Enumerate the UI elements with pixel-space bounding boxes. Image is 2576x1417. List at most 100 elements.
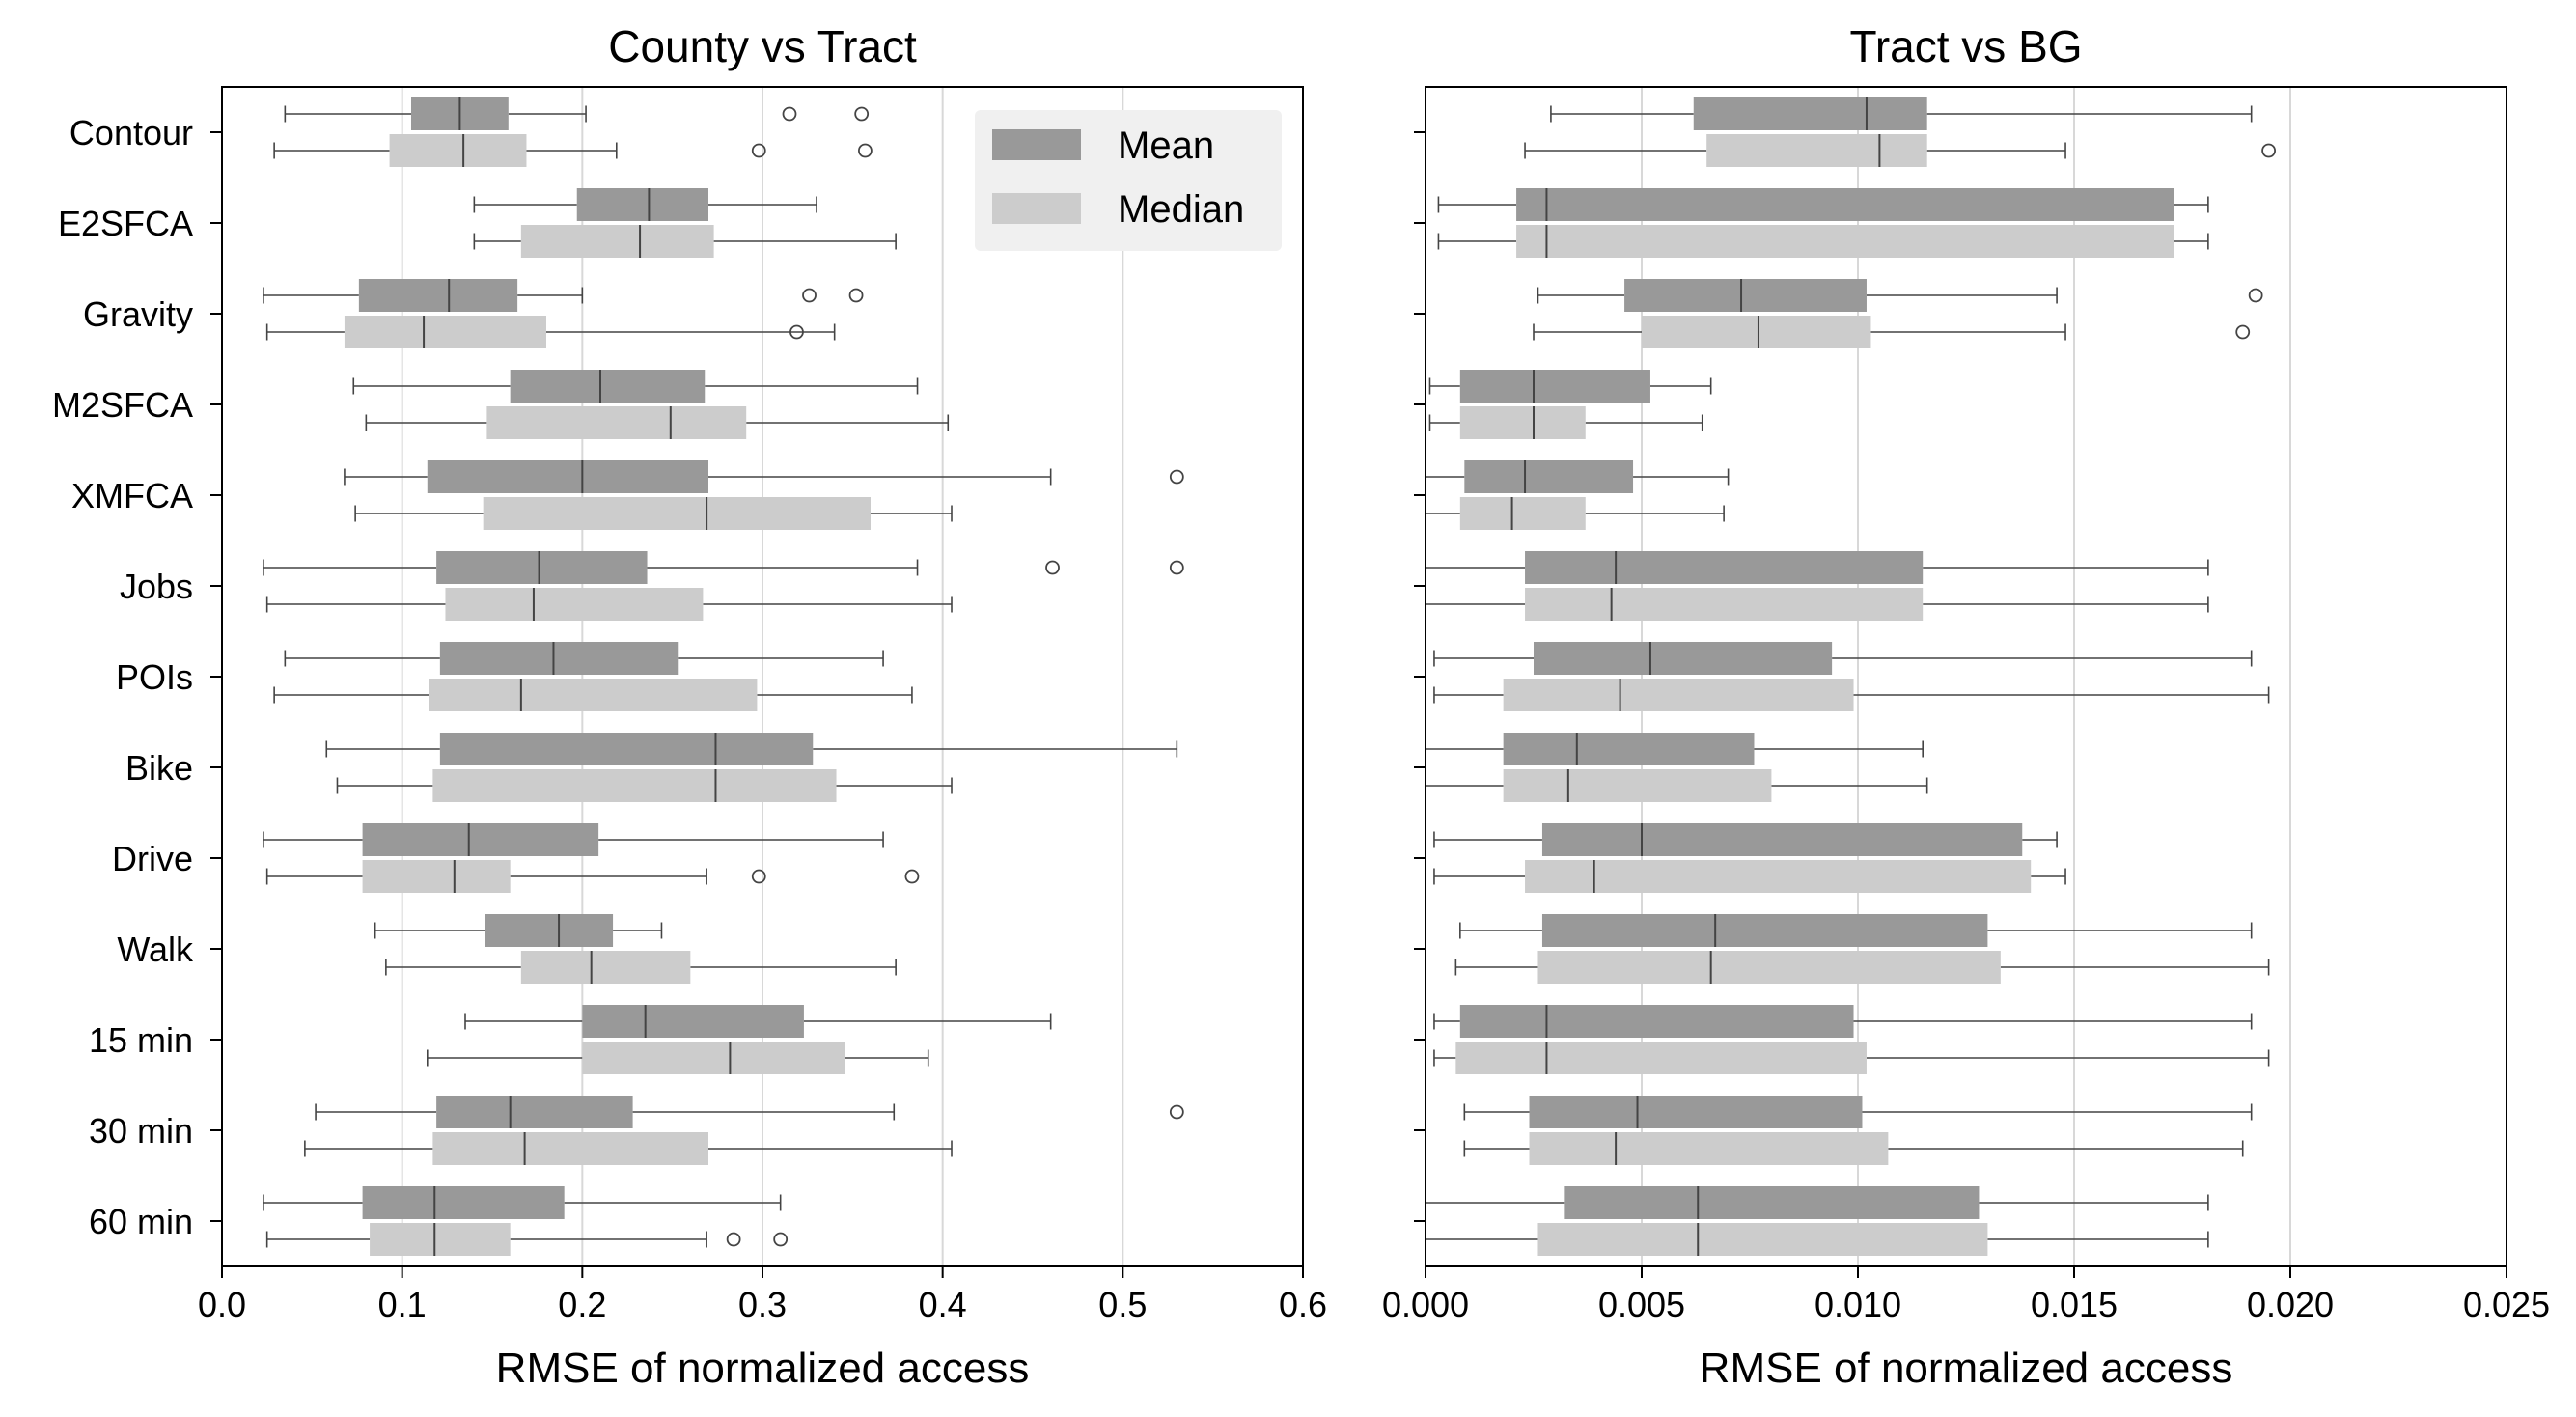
box-walk-median xyxy=(520,951,691,984)
legend: Mean Median xyxy=(975,110,1282,251)
x-tick-label-1: 0.1 xyxy=(378,1285,427,1324)
box-15-min-median xyxy=(1455,1042,1867,1074)
box-drive-mean xyxy=(1541,823,2023,856)
panel-tract-vs-bg: 0.000 0.005 0.010 0.015 0.020 0.025 Tract vs B… xyxy=(1382,21,2550,1392)
box-m2sfca-median xyxy=(486,406,747,439)
box-m2sfca-median xyxy=(1459,406,1586,439)
box-e2sfca-mean xyxy=(1516,188,2174,221)
box-gravity-median xyxy=(344,316,546,348)
box-m2sfca-mean xyxy=(1459,370,1650,403)
box-gravity-mean xyxy=(1624,279,1867,312)
box-e2sfca-mean xyxy=(576,188,708,221)
legend-label-mean: Mean xyxy=(1118,125,1214,167)
box-drive-median xyxy=(362,860,511,893)
box-drive-median-flier-0 xyxy=(751,869,766,884)
panel-title: Tract vs BG xyxy=(1849,21,2082,71)
legend-swatch-mean xyxy=(992,129,1081,160)
x-tick-label-3: 0.3 xyxy=(738,1285,787,1324)
y-tick-label-jobs: Jobs xyxy=(120,567,193,606)
x-tick-label-3: 0.015 xyxy=(2031,1285,2118,1324)
y-tick-label-pois: POIs xyxy=(116,657,193,697)
box-walk-median xyxy=(1537,951,2001,984)
box-drive-median-flier-1 xyxy=(904,869,920,884)
y-tick-label-gravity: Gravity xyxy=(83,294,193,334)
box-pois-median xyxy=(429,679,758,711)
box-jobs-mean xyxy=(436,551,648,584)
box-pois-mean xyxy=(439,642,679,675)
box-gravity-mean-flier-1 xyxy=(848,288,864,303)
plot-frame xyxy=(1425,86,2507,1267)
x-axis-label: RMSE of normalized access xyxy=(496,1345,1030,1392)
box-e2sfca-median xyxy=(520,225,714,258)
box-60-min-mean xyxy=(1564,1186,1980,1219)
x-tick-label-1: 0.005 xyxy=(1598,1285,1685,1324)
y-tick-label-e2sfca: E2SFCA xyxy=(58,204,193,243)
box-e2sfca-median xyxy=(1516,225,2174,258)
y-tick-label-walk: Walk xyxy=(117,930,194,969)
box-drive-mean xyxy=(362,823,599,856)
box-xmfca-mean-flier-0 xyxy=(1169,469,1184,485)
box-contour-median-flier-1 xyxy=(858,143,873,158)
box-xmfca-median xyxy=(483,497,871,530)
box-15-min-mean xyxy=(1459,1005,1854,1038)
box-gravity-median-flier-0 xyxy=(2235,324,2251,340)
box-xmfca-mean xyxy=(1464,460,1634,493)
box-jobs-median xyxy=(1525,588,1924,621)
box-pois-mean xyxy=(1534,642,1833,675)
box-30-min-median xyxy=(1529,1132,1889,1165)
y-tick-label-60-min: 60 min xyxy=(89,1202,193,1241)
box-30-min-mean xyxy=(1529,1096,1863,1128)
box-gravity-median xyxy=(1642,316,1871,348)
box-contour-median xyxy=(389,134,527,167)
box-contour-median xyxy=(1706,134,1927,167)
box-contour-median-flier-0 xyxy=(751,143,766,158)
box-walk-mean xyxy=(1541,914,1988,947)
box-xmfca-median xyxy=(1459,497,1586,530)
box-jobs-mean-flier-1 xyxy=(1169,560,1184,575)
box-contour-mean-flier-1 xyxy=(854,106,870,122)
y-tick-label-30-min: 30 min xyxy=(89,1111,193,1151)
panel-title: County vs Tract xyxy=(608,21,917,71)
box-bike-mean xyxy=(439,733,814,765)
box-60-min-median-flier-0 xyxy=(726,1232,741,1247)
box-gravity-mean-flier-0 xyxy=(2248,288,2263,303)
x-tick-label-2: 0.2 xyxy=(558,1285,606,1324)
box-contour-mean-flier-0 xyxy=(782,106,797,122)
y-tick-label-bike: Bike xyxy=(125,748,193,788)
box-30-min-mean-flier-0 xyxy=(1169,1104,1184,1120)
x-tick-label-5: 0.5 xyxy=(1098,1285,1147,1324)
legend-label-median: Median xyxy=(1118,188,1244,231)
box-gravity-median-flier-0 xyxy=(789,324,804,340)
box-60-min-median xyxy=(1537,1223,1988,1256)
box-60-min-median xyxy=(370,1223,511,1256)
x-axis-label: RMSE of normalized access xyxy=(1700,1345,2233,1392)
box-contour-median-flier-0 xyxy=(2261,143,2277,158)
box-60-min-mean xyxy=(362,1186,565,1219)
x-tick-label-0: 0.000 xyxy=(1382,1285,1469,1324)
box-15-min-mean xyxy=(582,1005,804,1038)
x-tick-label-4: 0.4 xyxy=(919,1285,967,1324)
box-bike-median xyxy=(1503,769,1772,802)
box-gravity-mean xyxy=(358,279,518,312)
x-tick-label-4: 0.020 xyxy=(2247,1285,2334,1324)
x-tick-label-5: 0.025 xyxy=(2463,1285,2550,1324)
box-xmfca-mean xyxy=(427,460,708,493)
box-m2sfca-mean xyxy=(510,370,706,403)
y-tick-label-15-min: 15 min xyxy=(89,1020,193,1060)
y-tick-label-xmfca: XMFCA xyxy=(71,476,193,515)
box-drive-median xyxy=(1525,860,2032,893)
panel-county-vs-tract: 0.0 0.1 0.2 0.3 0.4 0.5 0.6 Contour E2SFCA Gravit… xyxy=(52,21,1327,1392)
box-15-min-median xyxy=(582,1042,845,1074)
box-30-min-mean xyxy=(436,1096,633,1128)
box-pois-median xyxy=(1503,679,1854,711)
box-jobs-mean xyxy=(1525,551,1924,584)
box-contour-mean xyxy=(1693,97,1927,130)
box-jobs-median xyxy=(445,588,704,621)
x-tick-label-6: 0.6 xyxy=(1279,1285,1327,1324)
x-tick-label-2: 0.010 xyxy=(1814,1285,1901,1324)
x-tick-label-0: 0.0 xyxy=(198,1285,246,1324)
box-walk-mean xyxy=(485,914,614,947)
legend-swatch-median xyxy=(992,193,1081,224)
box-60-min-median-flier-1 xyxy=(773,1232,789,1247)
